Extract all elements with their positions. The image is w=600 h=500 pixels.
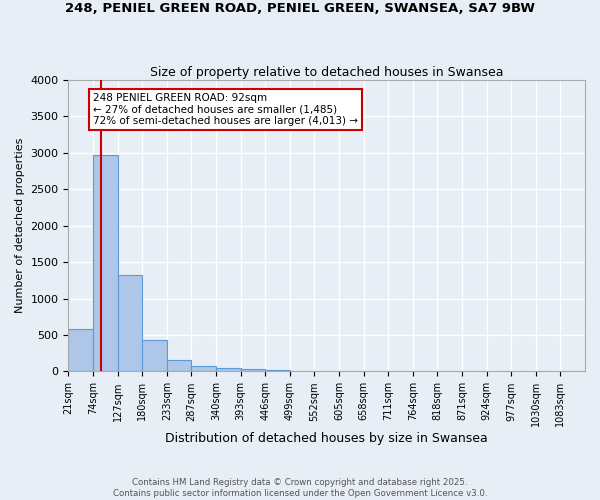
- Bar: [241, 369, 265, 372]
- Bar: [216, 368, 241, 372]
- Text: Contains HM Land Registry data © Crown copyright and database right 2025.
Contai: Contains HM Land Registry data © Crown c…: [113, 478, 487, 498]
- Bar: [265, 370, 290, 372]
- Title: Size of property relative to detached houses in Swansea: Size of property relative to detached ho…: [150, 66, 503, 78]
- Text: 248 PENIEL GREEN ROAD: 92sqm
← 27% of detached houses are smaller (1,485)
72% of: 248 PENIEL GREEN ROAD: 92sqm ← 27% of de…: [93, 93, 358, 126]
- Bar: [191, 366, 216, 372]
- X-axis label: Distribution of detached houses by size in Swansea: Distribution of detached houses by size …: [166, 432, 488, 445]
- Text: 248, PENIEL GREEN ROAD, PENIEL GREEN, SWANSEA, SA7 9BW: 248, PENIEL GREEN ROAD, PENIEL GREEN, SW…: [65, 2, 535, 16]
- Bar: [68, 329, 93, 372]
- Bar: [118, 275, 142, 372]
- Bar: [167, 360, 191, 372]
- Bar: [142, 340, 167, 372]
- Bar: [93, 155, 118, 372]
- Y-axis label: Number of detached properties: Number of detached properties: [15, 138, 25, 314]
